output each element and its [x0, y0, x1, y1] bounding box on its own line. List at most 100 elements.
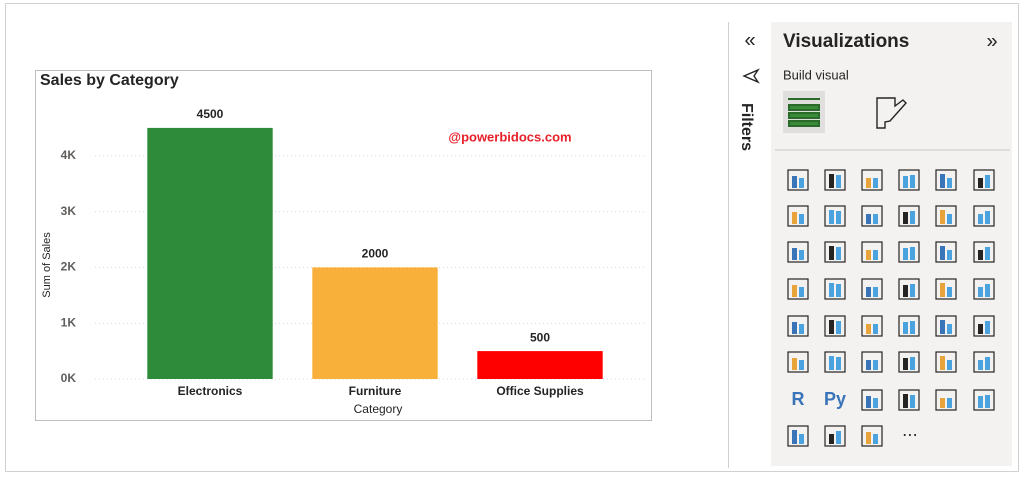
visual-icon[interactable]: [861, 205, 883, 227]
format-visual-tab[interactable]: [876, 97, 907, 129]
visual-icon[interactable]: [973, 389, 995, 411]
icon-frame: [973, 351, 995, 373]
visual-icon[interactable]: [861, 278, 883, 300]
icon-fill: [985, 395, 990, 408]
icon-fill: [866, 432, 871, 444]
icon-fill: [836, 431, 841, 444]
visual-icon[interactable]: [787, 169, 809, 191]
visual-icon[interactable]: [973, 351, 995, 373]
icon-fill: [792, 358, 797, 370]
visual-icon[interactable]: [935, 205, 957, 227]
icon-fill: [978, 214, 983, 224]
visual-icon[interactable]: [787, 205, 809, 227]
visual-icon[interactable]: [935, 169, 957, 191]
visual-icon-label[interactable]: Py: [824, 389, 846, 409]
icon-frame: [898, 351, 920, 373]
icon-frame: [824, 241, 846, 263]
visual-icon[interactable]: [973, 205, 995, 227]
icon-fill: [873, 214, 878, 224]
icon-frame: [935, 278, 957, 300]
icon-frame: [973, 278, 995, 300]
filter-icon: [742, 68, 760, 84]
visual-icon[interactable]: [973, 241, 995, 263]
visual-icon[interactable]: [787, 278, 809, 300]
icon-frame: [824, 351, 846, 373]
icon-fill: [836, 321, 841, 334]
icon-fill: [903, 394, 908, 408]
icon-frame: [973, 315, 995, 337]
visual-icon[interactable]: [861, 169, 883, 191]
build-visual-label: Build visual: [783, 67, 849, 82]
icon-fill: [799, 287, 804, 297]
icon-frame: [898, 278, 920, 300]
visual-icon[interactable]: [824, 169, 846, 191]
visual-icon[interactable]: [824, 315, 846, 337]
icon-fill: [836, 211, 841, 224]
icon-frame: [824, 278, 846, 300]
visual-icon[interactable]: [935, 278, 957, 300]
icon-frame: [898, 169, 920, 191]
visual-icon[interactable]: [898, 389, 920, 411]
icon-fill: [799, 214, 804, 224]
icon-fill: [947, 178, 952, 188]
visual-icon[interactable]: [861, 351, 883, 373]
icon-frame: [935, 315, 957, 337]
visual-icon[interactable]: [861, 315, 883, 337]
icon-fill: [947, 398, 952, 408]
visual-icon[interactable]: [898, 169, 920, 191]
icon-frame: [787, 169, 809, 191]
visual-icon[interactable]: [935, 389, 957, 411]
icon-frame: [861, 241, 883, 263]
icon-fill: [978, 250, 983, 260]
visual-icon[interactable]: [824, 425, 846, 447]
visual-icon[interactable]: [824, 278, 846, 300]
icon-frame: [787, 205, 809, 227]
icon-fill: [985, 247, 990, 260]
icon-fill: [799, 250, 804, 260]
visual-icon[interactable]: [935, 315, 957, 337]
visual-icon[interactable]: [973, 315, 995, 337]
visual-icon[interactable]: [787, 351, 809, 373]
visual-icon[interactable]: [935, 351, 957, 373]
more-visuals[interactable]: ⋯: [902, 427, 918, 444]
icon-fill: [836, 357, 841, 370]
visual-icon[interactable]: [898, 351, 920, 373]
icon-frame: [787, 241, 809, 263]
visual-icon[interactable]: [787, 315, 809, 337]
y-tick-label: 1K: [61, 315, 77, 329]
visual-icon[interactable]: [973, 278, 995, 300]
icon-fill: [866, 178, 871, 188]
icon-fill: [940, 210, 945, 224]
visual-icon[interactable]: [935, 241, 957, 263]
data-label: 2000: [362, 247, 389, 261]
icon-fill: [829, 320, 834, 334]
visual-icon[interactable]: [824, 241, 846, 263]
visual-icon-label[interactable]: R: [792, 389, 805, 409]
icon-fill: [903, 358, 908, 370]
visual-icon[interactable]: [861, 389, 883, 411]
icon-fill: [792, 176, 797, 188]
filters-label[interactable]: Filters: [738, 103, 755, 151]
build-visual-icon: [788, 98, 820, 127]
collapse-pane[interactable]: »: [986, 30, 997, 52]
visual-icon[interactable]: [898, 241, 920, 263]
visual-icon[interactable]: [861, 425, 883, 447]
visual-icon[interactable]: [787, 425, 809, 447]
icon-fill: [985, 357, 990, 370]
icon-frame: [824, 169, 846, 191]
visual-icon[interactable]: [973, 169, 995, 191]
collapse-filters[interactable]: «: [744, 29, 755, 51]
icon-frame: [935, 351, 957, 373]
icon-fill: [947, 360, 952, 370]
icon-fill: [829, 174, 834, 188]
visual-icon[interactable]: [787, 241, 809, 263]
bar: [477, 351, 603, 379]
icon-fill: [940, 246, 945, 260]
visual-icon[interactable]: [898, 315, 920, 337]
visual-icon[interactable]: [898, 278, 920, 300]
visual-icon[interactable]: [824, 205, 846, 227]
icon-fill: [940, 320, 945, 334]
visual-icon[interactable]: [898, 205, 920, 227]
visual-icon[interactable]: [861, 241, 883, 263]
visual-icon[interactable]: [824, 351, 846, 373]
